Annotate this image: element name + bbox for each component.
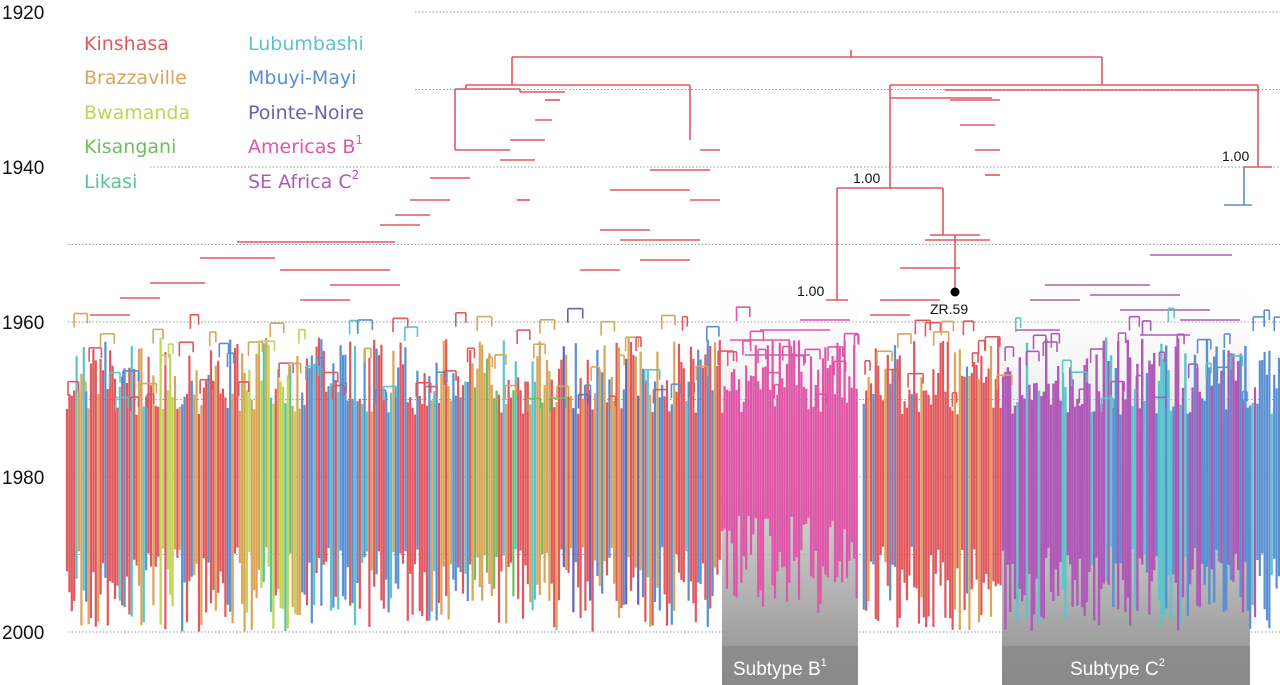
year-axis: 1920 1940 1960 1980 2000 [2, 3, 44, 644]
legend-kisangani: Kisangani [84, 136, 176, 158]
legend-mbuyi-mayi: Mbuyi-Mayi [248, 67, 356, 89]
year-label-1980: 1980 [2, 468, 44, 489]
legend: Kinshasa Brazzaville Bwamanda Kisangani … [84, 33, 364, 193]
sample-marker [950, 287, 960, 297]
subtype-c-label-box [1002, 646, 1250, 685]
year-label-2000: 2000 [2, 623, 44, 644]
legend-bwamanda: Bwamanda [84, 102, 190, 124]
year-label-1960: 1960 [2, 313, 44, 334]
support-value-b: 1.00 [797, 283, 824, 299]
legend-brazzaville: Brazzaville [84, 67, 187, 89]
subtype-b-label-box [722, 646, 858, 685]
sample-label: ZR.59 [930, 301, 968, 317]
support-value-c: 1.00 [1222, 148, 1249, 164]
subtype-b-label: Subtype B1 [733, 657, 827, 680]
tree-tips [65, 337, 1280, 632]
subtype-c-label: Subtype C2 [1070, 657, 1165, 680]
legend-lubumbashi: Lubumbashi [248, 33, 364, 55]
legend-americas-b: Americas B1 [248, 133, 363, 158]
legend-kinshasa: Kinshasa [84, 33, 169, 55]
year-label-1920: 1920 [2, 3, 44, 24]
year-label-1940: 1940 [2, 158, 44, 179]
legend-pointe-noire: Pointe-Noire [248, 102, 364, 124]
support-value-b-root: 1.00 [853, 170, 880, 186]
legend-likasi: Likasi [84, 171, 137, 193]
tree-branches [67, 50, 1280, 413]
legend-se-africa-c: SE Africa C2 [248, 168, 359, 193]
